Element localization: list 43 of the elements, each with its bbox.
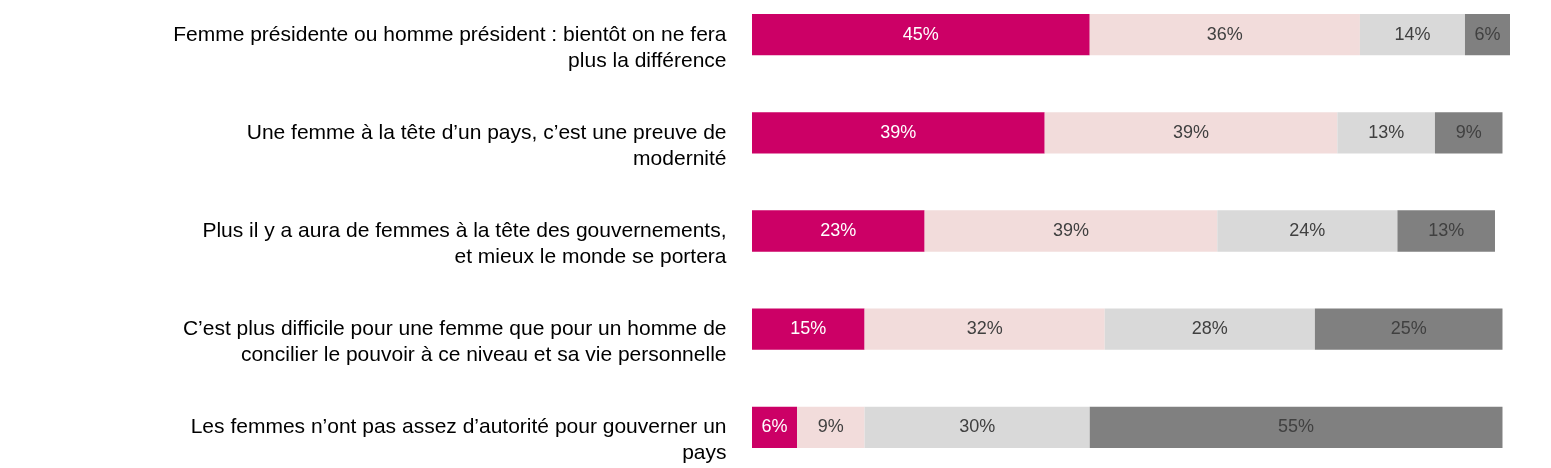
data-label: 6% (761, 416, 788, 437)
bar (1314, 308, 1503, 350)
data-label: 32% (966, 318, 1003, 339)
data-label: 9% (1455, 121, 1482, 142)
bar (1217, 210, 1398, 252)
data-label: 13% (1428, 220, 1465, 240)
y-tick-label: C’est plus difficile pour une femme que pour un homme de concilier le pouvoir à ce niveau et sa vie personnelle (182, 316, 727, 366)
data-label: 30% (959, 416, 996, 437)
data-label: 9% (817, 416, 844, 437)
bar (1397, 210, 1495, 252)
bar (1359, 13, 1465, 56)
bar (1434, 112, 1503, 154)
bar (1044, 112, 1338, 154)
data-label: 28% (1191, 318, 1228, 339)
bar (864, 406, 1090, 449)
bar (797, 406, 865, 449)
data-label: 13% (1368, 121, 1405, 142)
y-tick-label: Les femmes n’ont pas assez d’autorité pour gouverner un pays (190, 414, 727, 464)
data-label: 24% (1289, 220, 1326, 240)
data-label: 14% (1394, 23, 1431, 44)
data-label: 45% (902, 23, 939, 44)
bar (924, 210, 1218, 252)
bar (752, 112, 1045, 154)
data-label: 6% (1474, 23, 1501, 44)
bar (752, 13, 1090, 56)
data-label: 39% (880, 121, 917, 142)
data-label: 25% (1390, 318, 1427, 339)
data-label: 55% (1278, 416, 1315, 437)
data-label: 36% (1206, 23, 1243, 44)
bar (752, 308, 865, 350)
bar (1104, 308, 1315, 350)
bar (1089, 406, 1503, 449)
data-label: 23% (820, 220, 857, 240)
y-tick-label: Femme présidente ou homme président : bientôt on ne fera plus la différence (173, 21, 727, 71)
bar (864, 308, 1105, 350)
y-tick-label: Une femme à la tête d’un pays, c’est une preuve de modernité (246, 119, 727, 169)
data-label: 15% (790, 318, 827, 339)
data-label: 39% (1173, 121, 1210, 142)
bar (1337, 112, 1435, 154)
bar (1089, 13, 1360, 56)
y-tick-label: Plus il y a aura de femmes à la tête des gouvernements, et mieux le monde se portera (202, 218, 727, 267)
data-label: 39% (1052, 220, 1089, 240)
bar (752, 210, 925, 252)
